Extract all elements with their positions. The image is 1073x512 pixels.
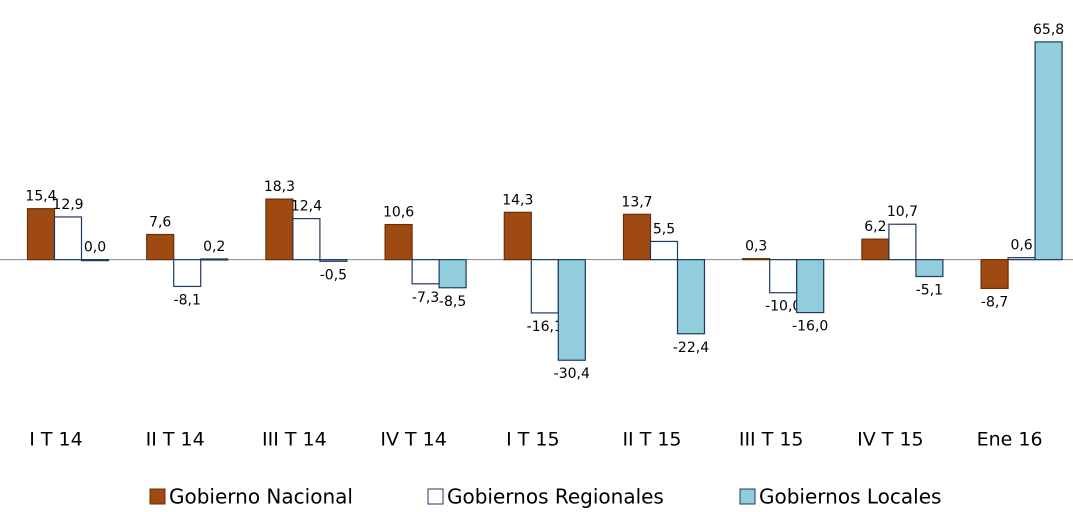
value-label: 0,0 <box>84 240 106 256</box>
value-label: -10,0 <box>765 299 801 315</box>
value-label: 0,2 <box>203 239 225 255</box>
bar <box>915 259 944 278</box>
bar <box>1007 257 1036 261</box>
bar <box>796 259 825 314</box>
value-label: 10,6 <box>383 205 414 221</box>
bar <box>80 259 110 262</box>
bar <box>53 216 83 261</box>
x-tick-label: I T 15 <box>506 429 559 451</box>
value-label: -0,5 <box>320 267 347 283</box>
bar <box>888 223 917 261</box>
value-label: 5,5 <box>653 221 675 237</box>
bar <box>173 259 202 288</box>
legend-swatch <box>149 488 166 505</box>
value-label: 12,4 <box>291 199 322 215</box>
bar <box>319 259 348 262</box>
x-tick-label: III T 14 <box>262 429 327 451</box>
value-label: 18,3 <box>264 179 295 195</box>
bar <box>384 223 413 261</box>
value-label: -5,1 <box>916 283 943 299</box>
bar <box>26 208 56 261</box>
value-label: -30,4 <box>554 366 590 382</box>
bar <box>676 259 706 335</box>
value-label: 12,9 <box>52 197 83 213</box>
legend-label: Gobiernos Regionales <box>447 485 664 509</box>
value-label: 65,8 <box>1033 22 1064 38</box>
bar <box>411 259 440 285</box>
bar <box>1034 41 1063 261</box>
value-label: 0,3 <box>745 239 767 255</box>
bar <box>769 259 798 294</box>
value-label: -16,0 <box>792 319 828 335</box>
value-label: -16,1 <box>527 319 563 335</box>
value-label: -8,5 <box>439 294 466 310</box>
bar <box>742 258 771 261</box>
bar <box>622 213 652 261</box>
legend-label: Gobierno Nacional <box>169 485 353 509</box>
x-tick-label: I T 14 <box>29 429 82 451</box>
x-tick-label: Ene 16 <box>977 429 1043 451</box>
x-tick-label: IV T 15 <box>857 429 923 451</box>
bar <box>503 211 532 261</box>
bar <box>438 259 467 289</box>
legend-swatch <box>739 488 756 505</box>
value-label: 14,3 <box>502 192 533 208</box>
legend-label: Gobiernos Locales <box>759 485 941 509</box>
value-label: 15,4 <box>25 189 56 205</box>
value-label: -7,3 <box>412 290 439 306</box>
value-label: -8,7 <box>981 294 1008 310</box>
x-tick-label: III T 15 <box>739 429 804 451</box>
value-label: 10,7 <box>887 204 918 220</box>
bar <box>557 259 586 361</box>
x-tick-label: II T 14 <box>146 429 205 451</box>
x-tick-label: II T 15 <box>622 429 681 451</box>
bar <box>980 259 1009 290</box>
value-label: -22,4 <box>673 340 709 356</box>
bar <box>265 198 294 261</box>
value-label: 7,6 <box>149 214 171 230</box>
bar <box>530 259 559 314</box>
value-label: 13,7 <box>621 194 652 210</box>
bar <box>200 258 229 261</box>
value-label: 6,2 <box>864 219 886 235</box>
value-label: 0,6 <box>1010 238 1032 254</box>
bar <box>649 240 679 261</box>
bar <box>861 238 890 261</box>
bar <box>146 233 175 261</box>
x-tick-label: IV T 14 <box>380 429 446 451</box>
legend-swatch <box>427 488 444 505</box>
bar <box>292 218 321 261</box>
value-label: -8,1 <box>174 292 201 308</box>
